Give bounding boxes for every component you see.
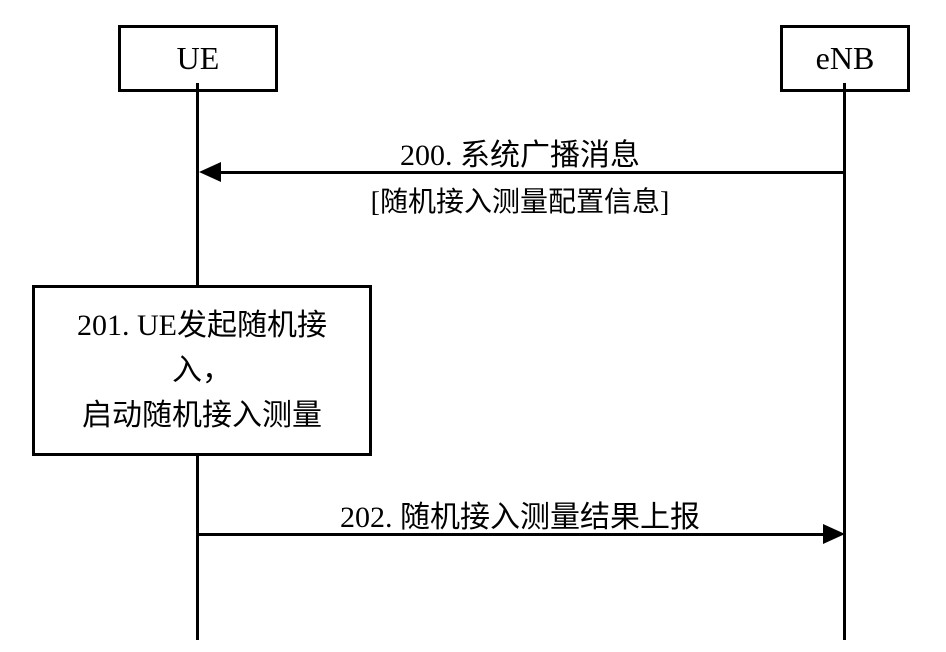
msg-202-main-text: 202. 随机接入测量结果上报 bbox=[340, 501, 700, 534]
actor-enb-label: eNB bbox=[816, 40, 875, 76]
msg-202-arrow-head bbox=[823, 524, 845, 544]
actor-ue-label: UE bbox=[177, 40, 220, 76]
actor-ue: UE bbox=[118, 25, 278, 92]
msg-200-main-text: 200. 系统广播消息 bbox=[400, 139, 640, 172]
msg-200-arrow-head bbox=[199, 162, 221, 182]
msg-202-arrow-line bbox=[199, 533, 826, 536]
actor-enb: eNB bbox=[780, 25, 910, 92]
msg-200-main: 200. 系统广播消息 bbox=[200, 130, 840, 174]
msg-200-sub: [随机接入测量配置信息] bbox=[200, 180, 840, 220]
step-201-line2: 启动随机接入测量 bbox=[53, 393, 351, 438]
step-201-box: 201. UE发起随机接入， 启动随机接入测量 bbox=[32, 285, 372, 456]
lifeline-enb bbox=[843, 83, 846, 640]
msg-200-arrow-line bbox=[218, 171, 845, 174]
msg-202-main: 202. 随机接入测量结果上报 bbox=[200, 492, 840, 536]
step-201-line1: 201. UE发起随机接入， bbox=[53, 303, 351, 393]
msg-200-sub-text: [随机接入测量配置信息] bbox=[371, 187, 670, 218]
